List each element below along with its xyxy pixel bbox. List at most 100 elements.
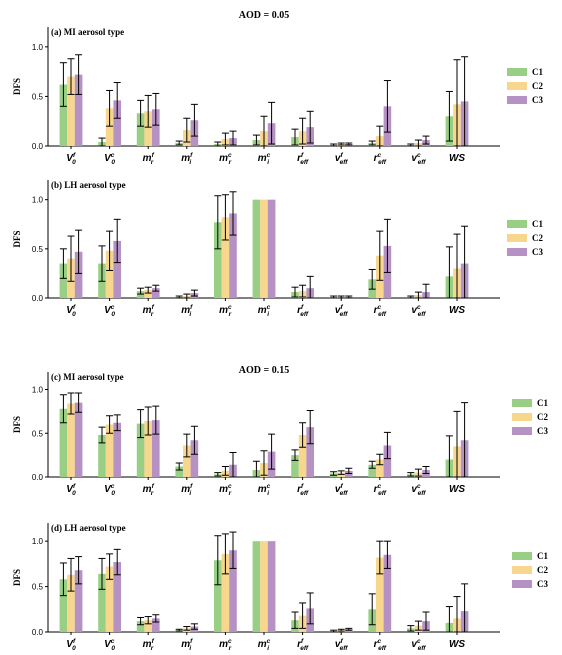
bar-c3 — [113, 562, 121, 632]
bar-c2 — [144, 421, 152, 477]
bar-c2 — [105, 250, 114, 298]
legend-label-c2: C2 — [532, 233, 543, 243]
legend-swatch-c2 — [512, 566, 532, 574]
x-tick-label: vc eff — [411, 483, 426, 497]
bar-c2 — [183, 445, 191, 477]
bar-c2 — [105, 566, 114, 632]
bar-c3 — [113, 240, 121, 298]
x-tick-label: mf r — [143, 483, 155, 497]
bar-c1 — [59, 84, 68, 146]
bar-c2 — [376, 459, 384, 477]
legend-swatch-c2 — [507, 234, 527, 242]
x-tick-label: vf eff — [335, 152, 348, 166]
legend-swatch-c3 — [507, 96, 527, 104]
y-axis-label: DFS — [12, 78, 22, 95]
x-tick-label: mf i — [181, 304, 193, 318]
y-tick-label: 0.0 — [32, 628, 44, 637]
legend-label-c3: C3 — [532, 247, 543, 257]
legend-swatch-c2 — [512, 413, 532, 421]
bar-c1 — [136, 423, 145, 477]
x-tick-label: mf i — [181, 152, 193, 166]
bar-c2 — [260, 541, 268, 632]
legend-label-c2: C2 — [537, 412, 548, 422]
x-tick-label: WS — [449, 153, 465, 164]
x-tick-label: mf r — [143, 638, 155, 652]
x-tick-label: mc i — [258, 152, 271, 166]
panel-1: (a) MI aerosol type DFS 0.0 0.5 1.0 Vf 0 Vc 0 mf r… — [12, 27, 543, 166]
x-tick-label: mf i — [181, 638, 193, 652]
legend-label-c1: C1 — [537, 398, 548, 408]
panel-title: (c) MI aerosol type — [51, 372, 124, 382]
bar-c2 — [144, 620, 152, 632]
x-tick-label: mc r — [219, 483, 232, 497]
bar-c3 — [74, 74, 83, 146]
bar-c1 — [291, 455, 299, 477]
aod-title-1: AOD = 0.05 — [239, 10, 289, 21]
bar-c3 — [113, 422, 121, 477]
x-tick-label: vf eff — [335, 483, 348, 497]
x-tick-label: mf r — [143, 304, 155, 318]
x-tick-label: vf eff — [335, 638, 348, 652]
panel-3: (c) MI aerosol type DFS 0.0 0.5 1.0 Vf 0 Vc 0 mf r… — [12, 372, 548, 497]
bar-c2 — [105, 108, 114, 146]
y-tick-label: 0.5 — [32, 245, 44, 254]
x-tick-label: mf r — [143, 152, 155, 166]
y-tick-label: 0.0 — [32, 473, 44, 482]
x-tick-label: mc i — [258, 483, 271, 497]
x-tick-label: rc eff — [374, 152, 387, 166]
bar-c3 — [383, 445, 392, 477]
x-tick-label: WS — [449, 484, 465, 495]
bar-c1 — [59, 408, 68, 477]
bar-c3 — [152, 109, 160, 146]
bar-c3 — [229, 213, 237, 298]
bar-c2 — [144, 290, 152, 298]
x-tick-label: rf eff — [297, 483, 309, 497]
legend-swatch-c1 — [512, 399, 532, 407]
bar-c2 — [260, 199, 268, 298]
bar-c2 — [221, 217, 230, 298]
x-tick-label: Vf 0 — [66, 304, 76, 318]
legend-label-c1: C1 — [532, 67, 543, 77]
x-tick-label: mc i — [258, 638, 271, 652]
x-tick-label: WS — [449, 305, 465, 316]
legend-label-c3: C3 — [537, 579, 548, 589]
bar-c3 — [383, 554, 392, 632]
y-tick-label: 0.0 — [32, 294, 44, 303]
legend-swatch-c1 — [507, 68, 527, 76]
bar-c2 — [376, 557, 384, 632]
bar-c3 — [152, 420, 160, 477]
bar-c3 — [190, 440, 199, 477]
panel-2: (b) LH aerosol type DFS 0.0 0.5 1.0 Vf 0 Vc 0 mf r… — [12, 180, 543, 318]
bar-c1 — [214, 560, 222, 632]
bar-c2 — [221, 553, 230, 632]
bar-c3 — [306, 427, 314, 477]
panel-title: (d) LH aerosol type — [51, 523, 126, 533]
y-tick-label: 0.5 — [32, 429, 44, 438]
x-tick-label: Vc 0 — [104, 304, 115, 318]
x-tick-label: mc r — [219, 638, 232, 652]
legend-swatch-c1 — [512, 552, 532, 560]
x-tick-label: vc eff — [411, 152, 426, 166]
x-tick-label: Vc 0 — [104, 152, 115, 166]
panel-title: (a) MI aerosol type — [51, 27, 124, 37]
bar-c3 — [74, 402, 83, 477]
x-tick-label: Vf 0 — [66, 638, 76, 652]
bar-c1 — [59, 263, 68, 298]
x-tick-label: mc r — [219, 304, 232, 318]
y-tick-label: 1.0 — [32, 43, 44, 52]
bar-c3 — [267, 199, 276, 298]
bar-c1 — [252, 199, 261, 298]
bar-c1 — [136, 113, 145, 146]
bar-c2 — [298, 435, 307, 477]
y-tick-label: 1.0 — [32, 196, 44, 205]
bar-c3 — [152, 618, 160, 632]
bar-c1 — [252, 541, 261, 632]
x-tick-label: vc eff — [411, 638, 426, 652]
x-tick-label: rf eff — [297, 638, 309, 652]
x-tick-label: mc i — [258, 304, 271, 318]
legend-label-c2: C2 — [537, 565, 548, 575]
x-tick-label: WS — [449, 639, 465, 650]
x-tick-label: vf eff — [335, 304, 348, 318]
x-tick-label: rc eff — [374, 304, 387, 318]
